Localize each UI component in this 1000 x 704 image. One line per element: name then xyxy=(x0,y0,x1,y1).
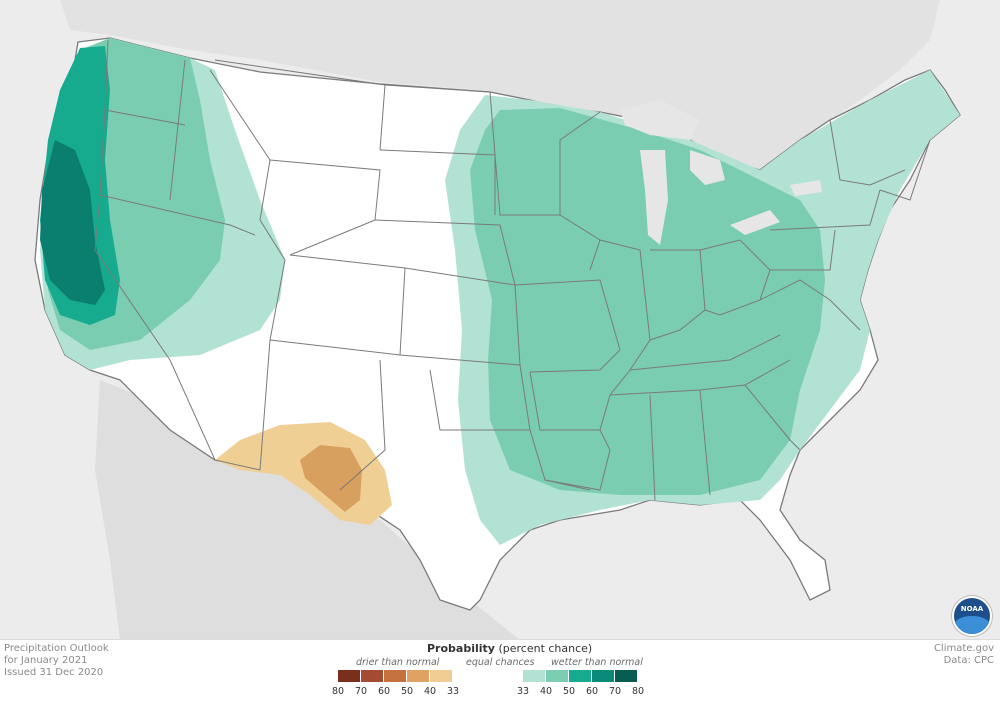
legend-tick-5: 33 xyxy=(446,686,460,697)
legend-tick-7: 40 xyxy=(539,686,553,697)
legend-tick-2: 60 xyxy=(377,686,391,697)
legend-wetter-label: wetter than normal xyxy=(551,657,643,668)
legend-tick-3: 50 xyxy=(400,686,414,697)
legend-swatch-wet-2 xyxy=(569,670,591,682)
legend-equal-label: equal chances xyxy=(466,657,535,668)
credit-data: Data: CPC xyxy=(943,655,994,666)
legend-swatch-equal xyxy=(453,670,523,682)
legend-swatch-dry-0 xyxy=(338,670,360,682)
credit-site: Climate.gov xyxy=(933,643,994,654)
legend-tick-0: 80 xyxy=(331,686,345,697)
noaa-logo-icon: NOAA xyxy=(952,596,992,636)
outlook-info: Precipitation Outlook for January 2021 I… xyxy=(4,643,109,679)
legend-tick-1: 70 xyxy=(354,686,368,697)
precipitation-outlook-map xyxy=(0,0,1000,640)
legend-title-bold: Probability xyxy=(427,642,495,655)
outlook-period: for January 2021 xyxy=(4,655,88,666)
legend-swatch-dry-4 xyxy=(430,670,452,682)
legend-tick-8: 50 xyxy=(562,686,576,697)
outlook-title: Precipitation Outlook xyxy=(4,643,109,654)
legend-tick-6: 33 xyxy=(516,686,530,697)
wet-40-50-east xyxy=(470,108,825,495)
legend-title: Probability (percent chance) xyxy=(427,642,592,655)
legend-swatch-wet-1 xyxy=(546,670,568,682)
credits: Climate.gov Data: CPC xyxy=(934,643,994,667)
outlook-issued: Issued 31 Dec 2020 xyxy=(4,667,104,678)
wet-60-70-west xyxy=(40,140,105,305)
legend-tick-10: 70 xyxy=(608,686,622,697)
legend-swatch-dry-1 xyxy=(361,670,383,682)
legend-swatch-wet-0 xyxy=(523,670,545,682)
legend-tick-4: 40 xyxy=(423,686,437,697)
legend-tick-9: 60 xyxy=(585,686,599,697)
legend-swatch-wet-4 xyxy=(615,670,637,682)
legend-swatch-dry-2 xyxy=(384,670,406,682)
legend-swatch-dry-3 xyxy=(407,670,429,682)
legend-swatch-wet-3 xyxy=(592,670,614,682)
legend-title-rest: (percent chance) xyxy=(494,642,593,655)
state-borders xyxy=(94,39,931,501)
dry-40-50-southwest xyxy=(300,445,362,512)
legend-drier-label: drier than normal xyxy=(356,657,440,668)
legend-tick-11: 80 xyxy=(631,686,645,697)
